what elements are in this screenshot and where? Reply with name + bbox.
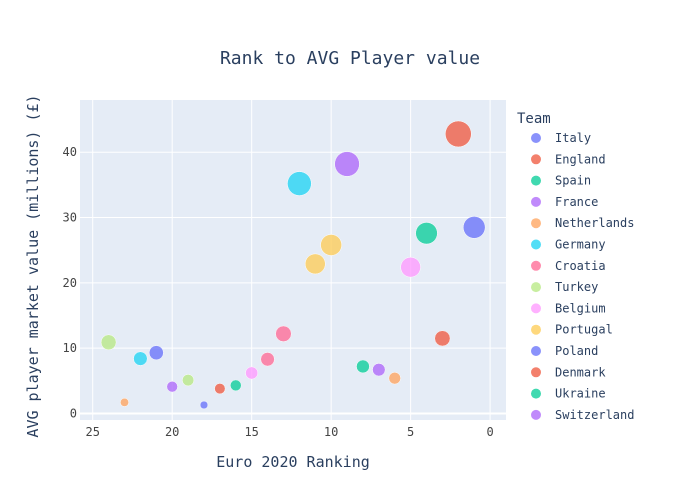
x-tick-label: 5 [407,425,414,439]
data-point [462,216,486,239]
legend-marker [531,133,541,143]
legend-item: Belgium [555,301,606,315]
legend-item: England [555,152,606,166]
legend-marker [531,154,541,165]
y-tick-label: 0 [70,406,77,420]
data-point [304,253,326,275]
data-point [182,374,195,387]
legend-marker [531,303,541,314]
data-point [372,363,386,377]
y-tick-label: 20 [63,276,77,290]
x-tick-label: 20 [165,425,179,439]
data-point [230,379,242,392]
data-point [334,151,360,177]
legend: Team Italy England Spain France Netherlands G… [517,111,634,422]
legend-item: Portugal [555,323,613,337]
legend-marker [531,260,541,271]
y-axis-title: AVG player market value (millions) (£) [24,94,42,437]
x-tick-label: 0 [486,425,493,439]
legend-marker [531,282,541,293]
tick-labels: 25 20 15 10 5 0 0 10 20 30 40 [63,145,494,439]
data-point [100,334,117,351]
legend-item: Croatia [555,259,606,273]
y-tick-label: 30 [63,211,77,225]
data-point [133,351,148,366]
data-point [275,325,292,342]
legend-marker [531,367,541,378]
x-axis-title: Euro 2020 Ranking [216,453,370,471]
legend-marker [531,196,541,207]
data-point [388,372,401,385]
legend-marker [531,346,541,356]
data-point [166,381,178,393]
legend-marker [531,324,541,335]
y-tick-label: 40 [63,145,77,159]
data-point [245,366,259,380]
legend-item: Italy [555,131,591,145]
data-point [148,345,164,361]
legend-marker [531,239,541,250]
data-point [400,256,421,278]
legend-title: Team [517,111,551,127]
legend-marker [531,218,541,229]
legend-item: Denmark [555,365,606,379]
legend-item: Poland [555,344,598,358]
data-point [199,400,209,410]
chart-title: Rank to AVG Player value [220,48,480,69]
legend-item: Turkey [555,280,598,294]
legend-item: Switzerland [555,408,634,422]
legend-item: Ukraine [555,387,606,401]
legend-marker [531,175,541,186]
legend-item: France [555,195,598,209]
data-point [356,359,370,374]
x-tick-label: 15 [244,425,258,439]
legend-item: Germany [555,238,606,252]
data-point [415,222,438,245]
legend-item: Spain [555,174,591,188]
plot-area [80,100,506,420]
x-tick-label: 25 [85,425,99,439]
data-point [120,397,129,407]
x-tick-label: 10 [324,425,338,439]
data-point [434,330,451,347]
data-point [214,383,226,395]
data-point [445,120,472,148]
legend-marker [531,409,541,420]
markers [100,120,486,410]
data-point [287,171,312,196]
data-point [320,234,342,256]
y-tick-label: 10 [63,341,77,355]
legend-item: Netherlands [555,216,634,230]
legend-marker [531,388,541,399]
data-point [260,352,275,367]
